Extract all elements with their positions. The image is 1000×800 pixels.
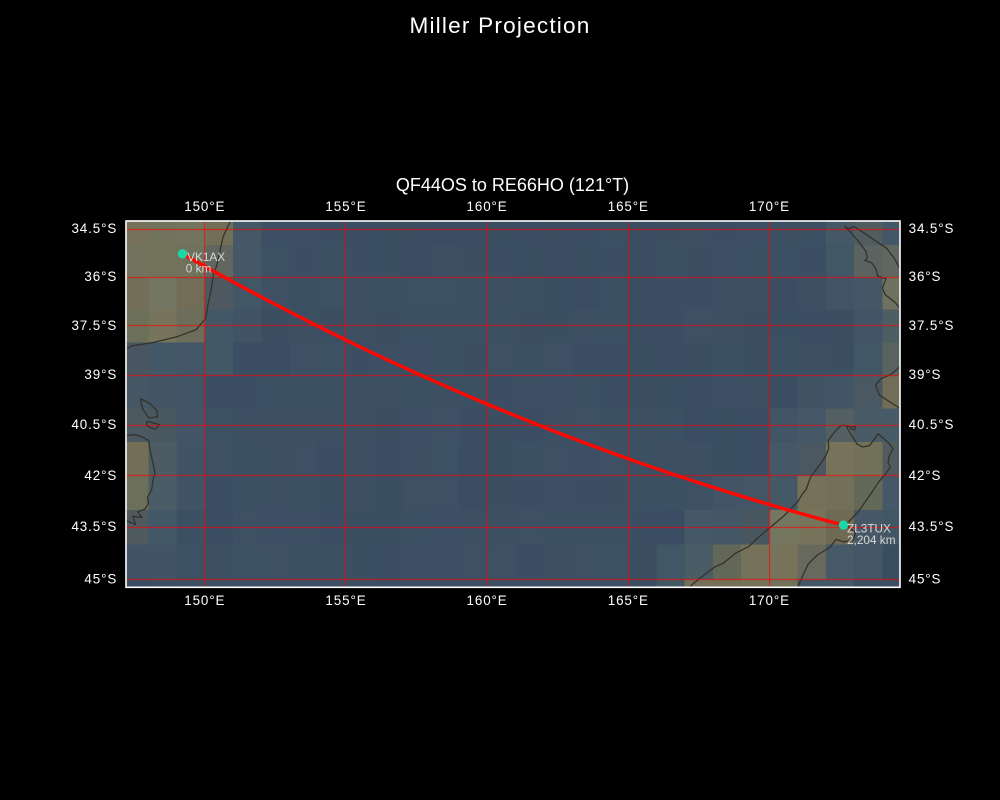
svg-text:40.5°S: 40.5°S [71,417,117,432]
svg-text:45°S: 45°S [84,571,117,586]
svg-text:VK1AX: VK1AX [187,250,225,264]
svg-text:155°E: 155°E [325,593,366,608]
svg-text:40.5°S: 40.5°S [909,417,955,432]
svg-text:155°E: 155°E [325,199,366,214]
svg-text:37.5°S: 37.5°S [909,318,955,333]
svg-text:39°S: 39°S [84,367,117,382]
svg-text:45°S: 45°S [909,571,942,586]
svg-text:34.5°S: 34.5°S [71,221,117,236]
svg-text:36°S: 36°S [84,269,117,284]
svg-text:0 km: 0 km [186,261,212,275]
svg-text:36°S: 36°S [909,269,942,284]
svg-text:39°S: 39°S [909,367,942,382]
svg-text:Miller Projection: Miller Projection [409,13,590,38]
svg-text:42°S: 42°S [909,468,942,483]
svg-text:160°E: 160°E [467,593,508,608]
svg-text:160°E: 160°E [467,199,508,214]
svg-text:150°E: 150°E [184,199,225,214]
svg-text:37.5°S: 37.5°S [71,318,117,333]
svg-text:165°E: 165°E [608,593,649,608]
svg-text:43.5°S: 43.5°S [909,519,955,534]
svg-text:34.5°S: 34.5°S [909,221,955,236]
svg-text:150°E: 150°E [184,593,225,608]
svg-text:42°S: 42°S [84,468,117,483]
svg-text:QF44OS to RE66HO (121°T): QF44OS to RE66HO (121°T) [396,175,629,195]
svg-text:43.5°S: 43.5°S [71,519,117,534]
svg-text:2,204 km: 2,204 km [847,533,896,547]
svg-text:170°E: 170°E [749,593,790,608]
svg-text:ZL3TUX: ZL3TUX [847,521,891,535]
svg-text:165°E: 165°E [608,199,649,214]
svg-text:170°E: 170°E [749,199,790,214]
